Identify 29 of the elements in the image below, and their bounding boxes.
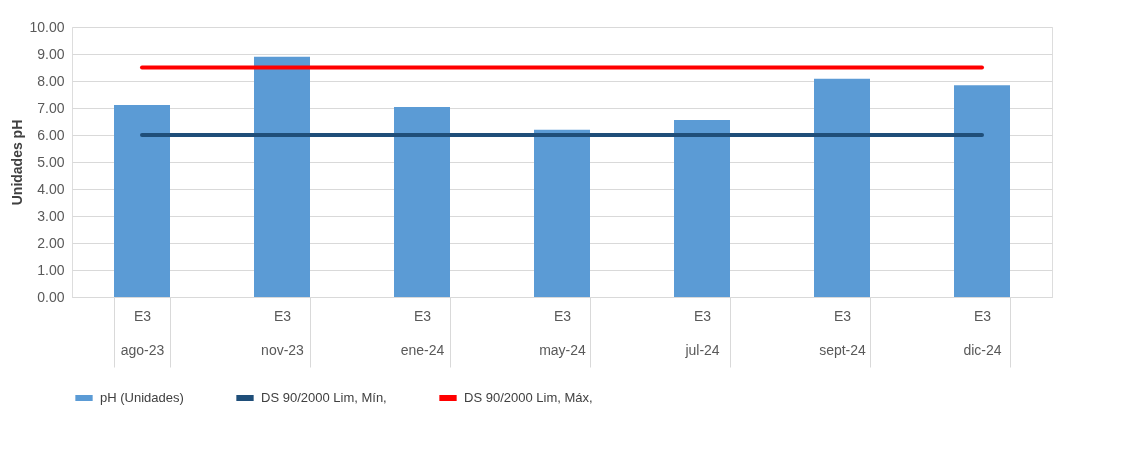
category-label: E3 may-24 — [539, 307, 586, 358]
category-label: E3 sept-24 — [819, 307, 866, 358]
y-tick-label: 2.00 — [37, 234, 65, 251]
legend-label: DS 90/2000 Lim, Máx, — [464, 390, 593, 405]
y-tick-label: 7.00 — [37, 99, 65, 116]
y-tick-label: 1.00 — [37, 261, 65, 278]
bar — [114, 105, 170, 297]
y-tick-label: 8.00 — [37, 72, 65, 89]
bar — [674, 119, 730, 297]
category-label: E3 ene-24 — [400, 307, 445, 358]
bar — [394, 106, 450, 297]
bar — [954, 85, 1010, 297]
y-tick-label: 10.00 — [29, 18, 65, 35]
bar — [254, 56, 310, 297]
category-label: E3 ago-23 — [120, 307, 165, 358]
y-tick-label: 9.00 — [37, 45, 65, 62]
y-tick-label: 5.00 — [37, 153, 65, 170]
legend-label: DS 90/2000 Lim, Mín, — [261, 390, 387, 405]
y-tick-label: 3.00 — [37, 207, 65, 224]
category-label: E3 dic-24 — [963, 307, 1002, 358]
category-label: E3 nov-23 — [261, 307, 304, 358]
bar — [814, 78, 870, 297]
bar — [534, 129, 590, 297]
y-tick-label: 4.00 — [37, 180, 65, 197]
y-axis-title: Unidades pH — [9, 119, 26, 206]
legend-label: pH (Unidades) — [100, 390, 184, 405]
category-label: E3 jul-24 — [685, 307, 720, 358]
y-tick-label: 0.00 — [37, 288, 65, 305]
y-tick-label: 6.00 — [37, 126, 65, 143]
